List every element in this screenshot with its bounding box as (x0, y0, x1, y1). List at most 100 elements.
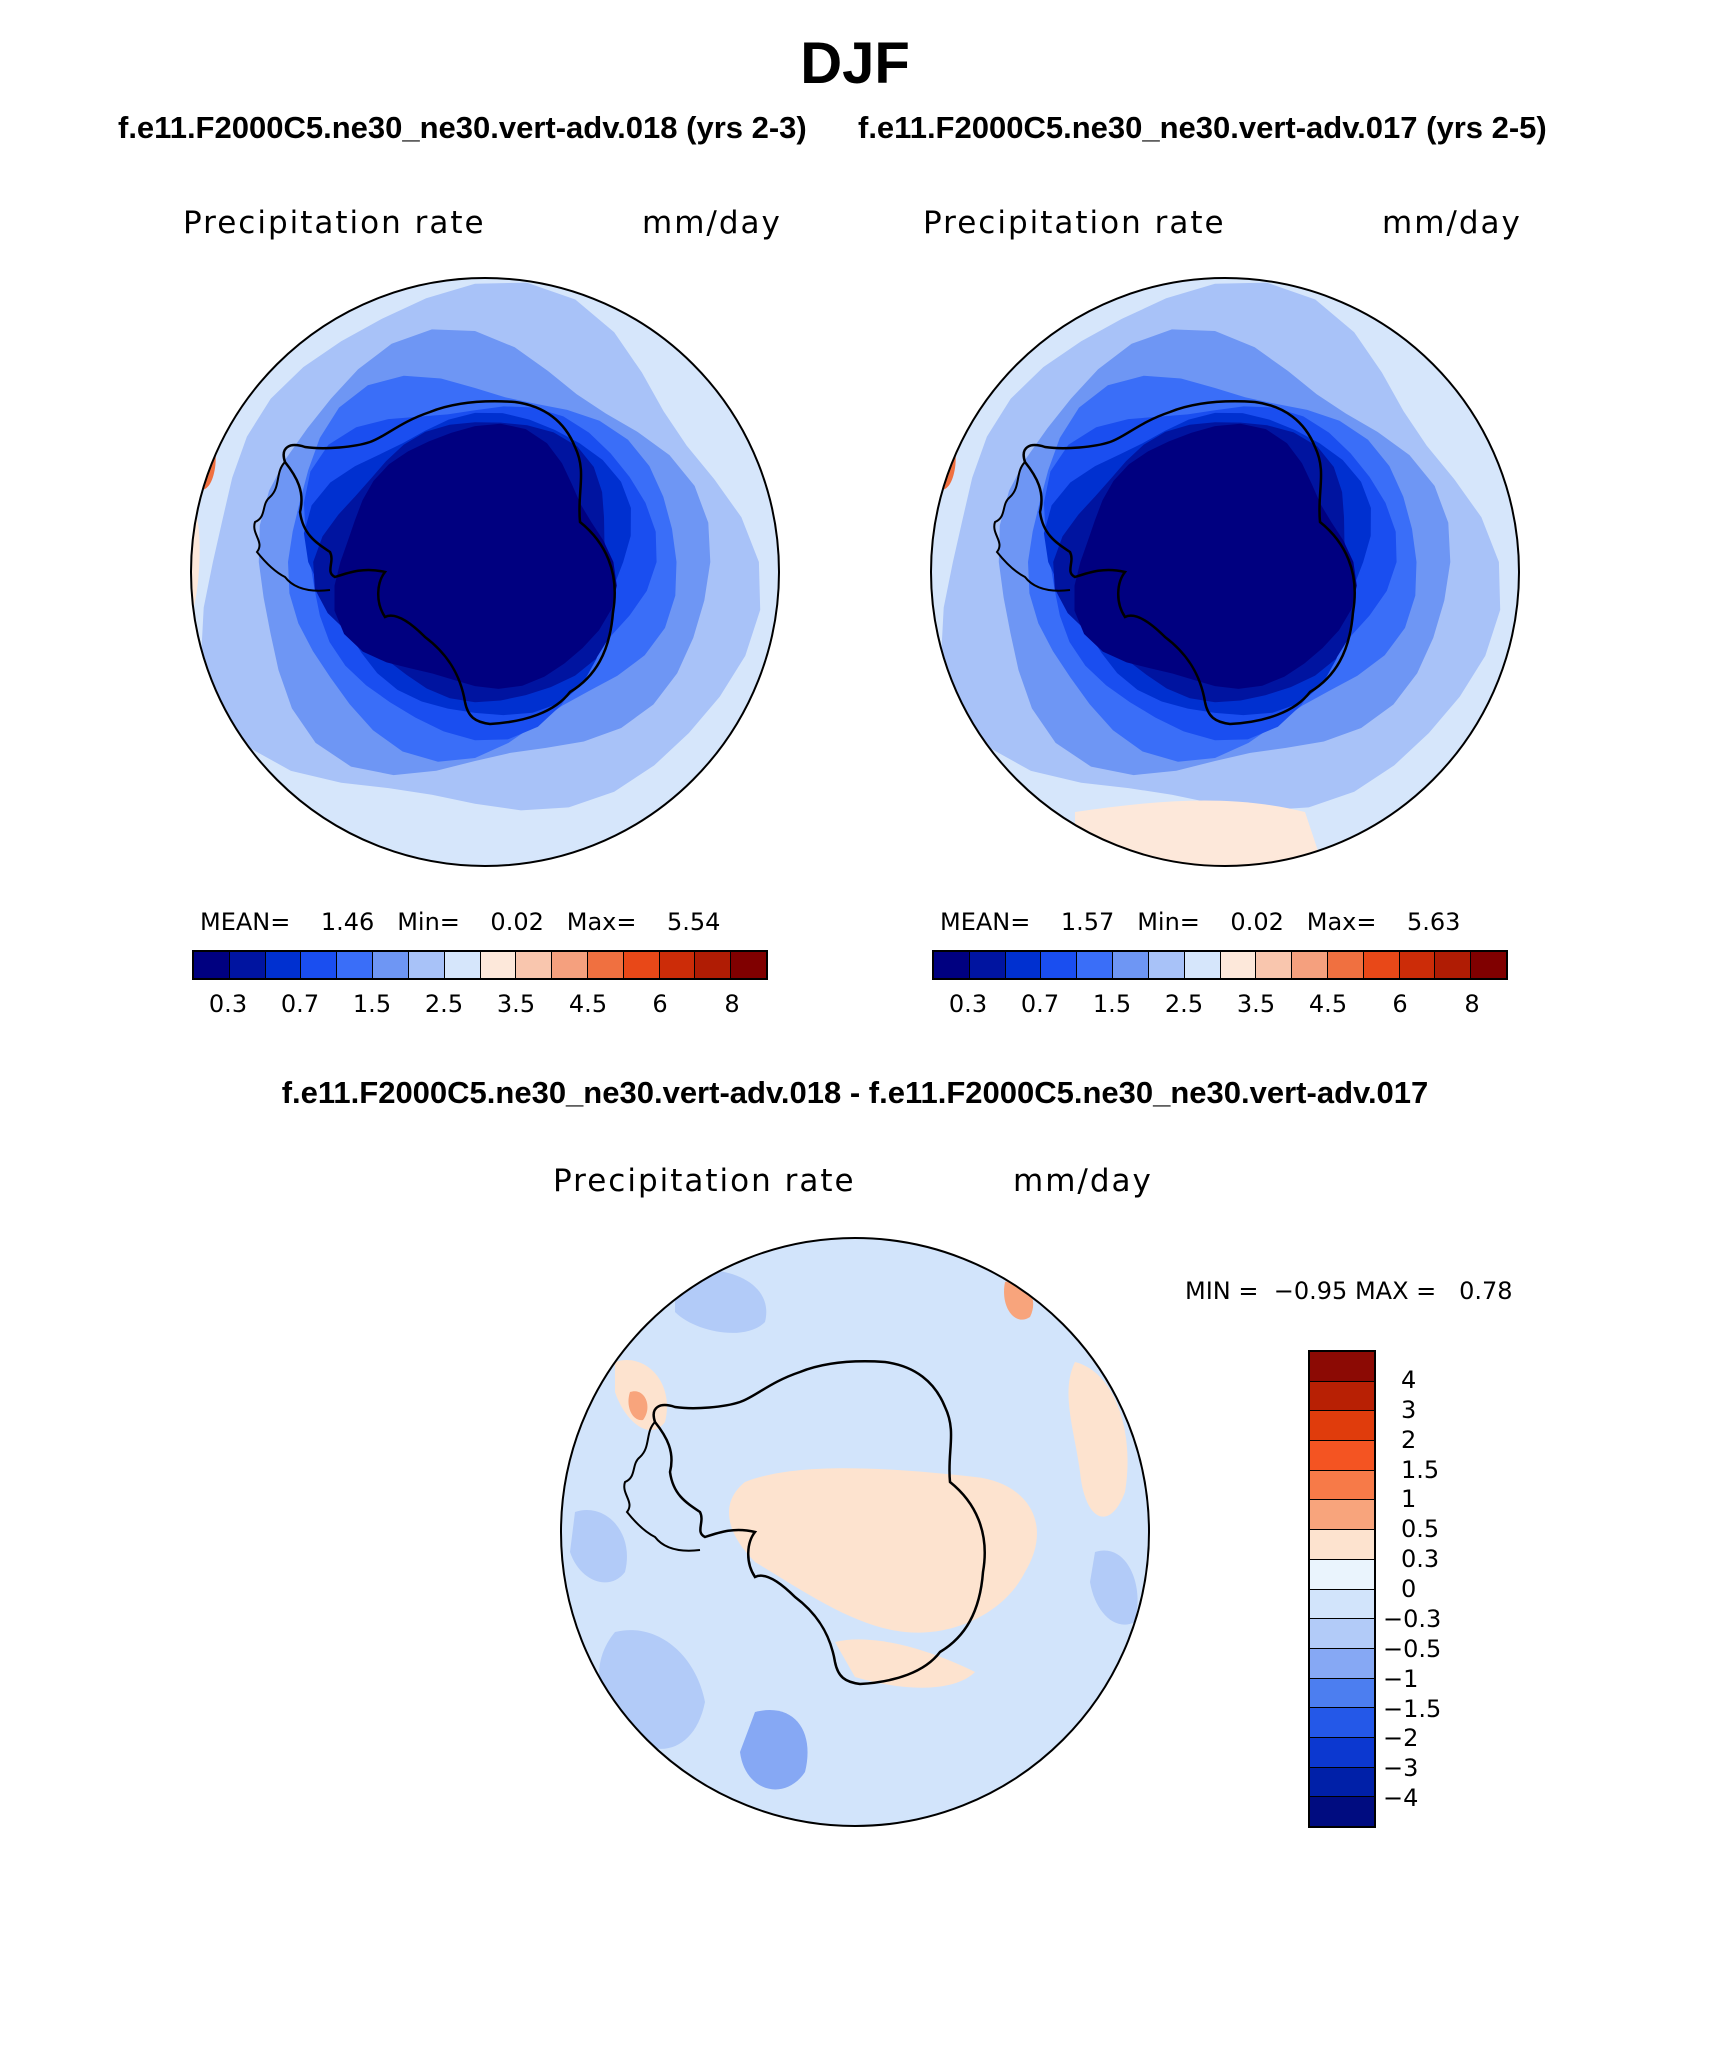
right-contour-rings (941, 282, 1501, 811)
difference-polar-map (560, 1237, 1150, 1827)
colorbar-swatch (1077, 952, 1114, 978)
diff-colorbar-swatch (1310, 1530, 1374, 1560)
colorbar-swatch (1435, 952, 1472, 978)
colorbar-swatch (969, 952, 1006, 978)
left-max-value: 5.54 (667, 908, 721, 936)
diff-cool-north (675, 1269, 767, 1333)
colorbar-swatch (1327, 952, 1364, 978)
colorbar-tick-label: 4.5 (568, 990, 608, 1018)
left-min-value: 0.02 (490, 908, 544, 936)
right-min-label: Min= (1137, 908, 1200, 936)
diff-warm-east (1068, 1362, 1128, 1517)
right-map-border (930, 277, 1520, 867)
colorbar-swatch (444, 952, 481, 978)
colorbar-tick-label: 4.5 (1308, 990, 1348, 1018)
diff-cool-south (740, 1710, 808, 1790)
diff-colorbar-swatch (1310, 1708, 1374, 1738)
colorbar-swatch (1292, 952, 1328, 978)
diff-variable-label: Precipitation rate (553, 1163, 856, 1199)
diff-cool-west (570, 1510, 627, 1583)
colorbar-tick-label: 1.5 (352, 990, 392, 1018)
colorbar-swatch (1184, 952, 1221, 978)
colorbar-tick-label: 3.5 (496, 990, 536, 1018)
right-max-label: Max= (1306, 908, 1377, 936)
colorbar-tick-label: 6 (652, 990, 668, 1018)
diff-warm-interior (728, 1468, 1037, 1633)
diff-colorbar-tick-label: −0.3 (1383, 1604, 1442, 1633)
colorbar-swatch (373, 952, 409, 978)
colorbar-swatch (301, 952, 338, 978)
right-mean-value: 1.57 (1060, 908, 1115, 936)
contour-ring (334, 423, 617, 689)
subtitle-right: f.e11.F2000C5.ne30_ne30.vert-adv.017 (yr… (858, 110, 1547, 145)
right-min-value: 0.02 (1230, 908, 1284, 936)
colorbar-tick-label: 0.7 (280, 990, 320, 1018)
right-variable-label: Precipitation rate (923, 205, 1226, 241)
colorbar-tick-label: 2.5 (424, 990, 464, 1018)
colorbar-swatch (408, 952, 445, 978)
colorbar-tick-label: 0.7 (1020, 990, 1060, 1018)
diff-colorbar-tick-label: 3 (1401, 1395, 1417, 1424)
right-units-label: mm/day (1382, 205, 1522, 241)
diff-colorbar-tick-label: 0 (1401, 1575, 1417, 1603)
left-variable-label: Precipitation rate (183, 205, 486, 241)
colorbar-swatch (1256, 952, 1293, 978)
colorbar-swatch (229, 952, 266, 978)
diff-colorbar-tick-label: 0.5 (1401, 1515, 1440, 1544)
diff-colorbar-tick-label: 2 (1401, 1425, 1417, 1454)
colorbar-swatch (194, 952, 230, 978)
diff-colorbar-tick-label: 1 (1401, 1485, 1417, 1514)
left-colorbar (192, 950, 768, 980)
right-stats: MEAN= 1.57 Min= 0.02 Max= 5.63 (940, 908, 1460, 936)
right-colorbar-ticks: 0.3 0.7 1.5 2.5 3.5 4.5 6 8 (932, 990, 1508, 1020)
colorbar-tick-label: 3.5 (1236, 990, 1276, 1018)
diff-max-value: 0.78 (1459, 1277, 1513, 1305)
colorbar-tick-label: 0.3 (948, 990, 988, 1018)
diff-colorbar-tick-label: 1.5 (1401, 1455, 1440, 1484)
colorbar-swatch (1399, 952, 1436, 978)
colorbar-swatch (1363, 952, 1400, 978)
diff-colorbar-swatch (1310, 1589, 1374, 1620)
colorbar-tick-label: 1.5 (1092, 990, 1132, 1018)
diff-warm-south (835, 1639, 975, 1688)
diff-colorbar-swatch (1310, 1411, 1374, 1442)
diff-colorbar-tick-label: −0.5 (1383, 1634, 1442, 1663)
right-polar-map (930, 277, 1520, 867)
diff-colorbar-swatch (1310, 1767, 1374, 1798)
colorbar-swatch (265, 952, 302, 978)
colorbar-swatch (1113, 952, 1149, 978)
diff-peninsula-coastline (623, 1421, 701, 1552)
diff-colorbar-swatch (1310, 1648, 1374, 1679)
diff-cool-east (1090, 1550, 1138, 1625)
colorbar-tick-label: 2.5 (1164, 990, 1204, 1018)
diff-colorbar-swatch (1310, 1381, 1374, 1412)
right-max-value: 5.63 (1407, 908, 1461, 936)
diff-min-value: −0.95 (1273, 1277, 1348, 1305)
colorbar-swatch (1041, 952, 1078, 978)
colorbar-swatch (552, 952, 588, 978)
colorbar-tick-label: 6 (1392, 990, 1408, 1018)
diff-colorbar-swatch (1310, 1678, 1374, 1709)
left-peninsula-coastline (253, 461, 331, 592)
diff-units-label: mm/day (1013, 1163, 1153, 1199)
colorbar-swatch (516, 952, 553, 978)
diff-colorbar-swatch (1310, 1500, 1374, 1531)
diff-warm-strong-2 (628, 1391, 648, 1421)
diff-map-border (560, 1237, 1150, 1827)
left-max-label: Max= (566, 908, 637, 936)
difference-title: f.e11.F2000C5.ne30_ne30.vert-adv.018 - f… (281, 1075, 1429, 1110)
colorbar-swatch (934, 952, 970, 978)
colorbar-swatch (587, 952, 624, 978)
diff-colorbar-tick-label: −2 (1383, 1724, 1419, 1753)
diff-antarctica-coastline (652, 1360, 986, 1686)
right-warm-patch-2 (1075, 800, 1325, 866)
subtitle-left: f.e11.F2000C5.ne30_ne30.vert-adv.018 (yr… (118, 110, 807, 145)
left-polar-map (190, 277, 780, 867)
diff-colorbar-swatch (1310, 1559, 1374, 1590)
right-antarctica-coastline (1022, 400, 1356, 726)
left-colorbar-ticks: 0.3 0.7 1.5 2.5 3.5 4.5 6 8 (192, 990, 768, 1020)
left-map-border (190, 277, 780, 867)
diff-colorbar-swatch (1310, 1797, 1374, 1826)
diff-colorbar-swatch (1310, 1441, 1374, 1471)
diff-colorbar-swatch (1310, 1619, 1374, 1649)
